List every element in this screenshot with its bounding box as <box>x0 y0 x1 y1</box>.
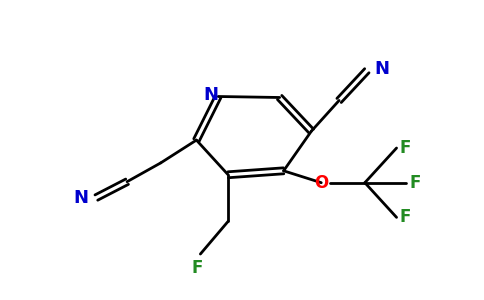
Text: F: F <box>399 139 411 157</box>
Text: F: F <box>192 259 203 277</box>
Text: N: N <box>204 85 219 103</box>
Text: F: F <box>409 174 421 192</box>
Text: N: N <box>375 60 390 78</box>
Text: O: O <box>314 174 328 192</box>
Text: N: N <box>74 189 89 207</box>
Text: F: F <box>399 208 411 226</box>
